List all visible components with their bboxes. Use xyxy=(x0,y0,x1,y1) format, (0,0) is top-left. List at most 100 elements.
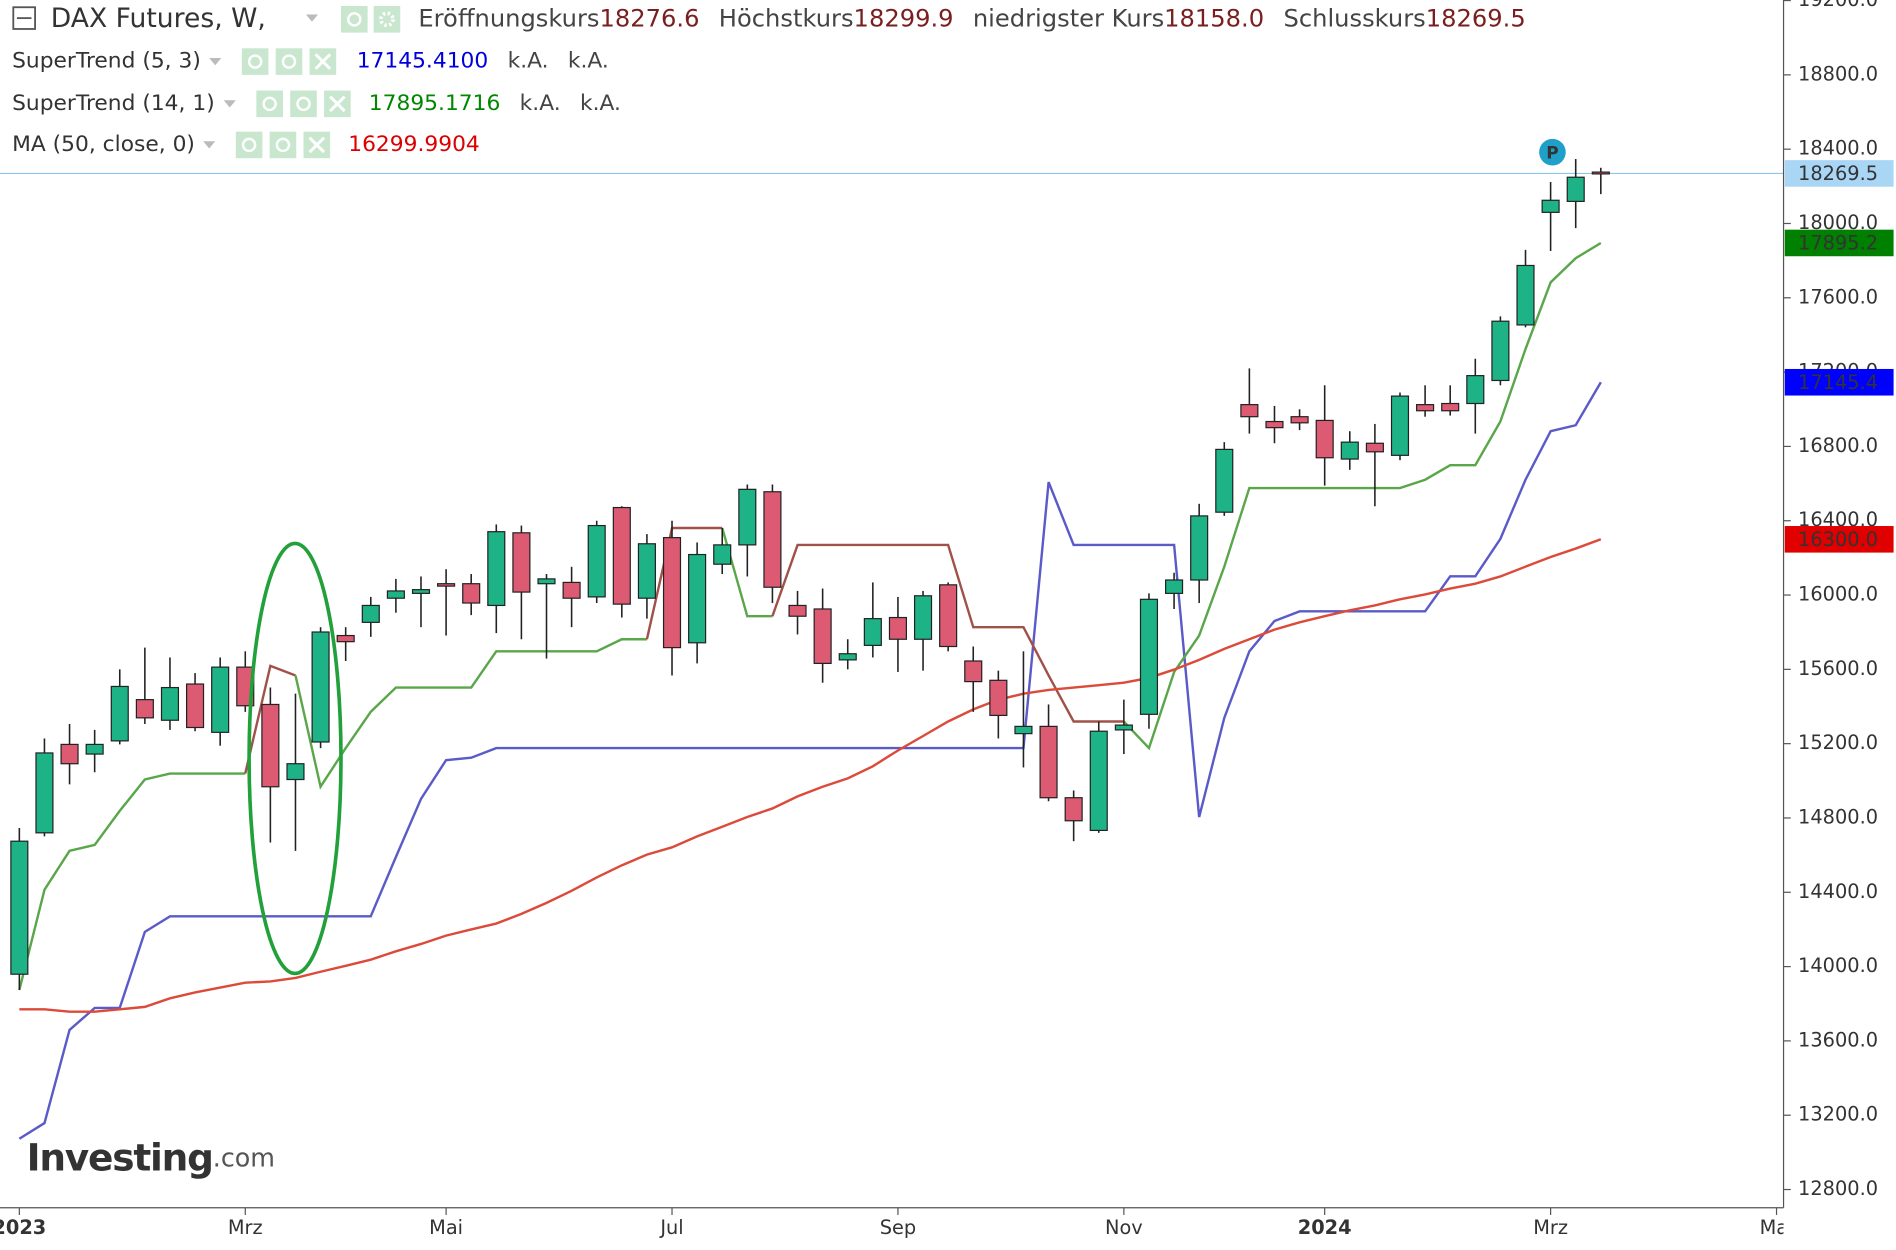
candle-body xyxy=(1014,725,1033,735)
y-axis-panel xyxy=(1783,0,1896,1250)
candle-body xyxy=(1390,395,1410,456)
y-tick-label: 14000.0 xyxy=(1798,954,1878,977)
candle-body xyxy=(336,634,355,643)
dropdown-icon[interactable] xyxy=(305,14,319,22)
indicator-line xyxy=(645,526,723,640)
dropdown-icon[interactable] xyxy=(209,57,222,66)
x-tick-label: Mai xyxy=(1760,1216,1794,1239)
settings-icon[interactable] xyxy=(269,131,297,159)
ohlc-readout: Eröffnungskurs18276.6 Höchstkurs18299.9 ni… xyxy=(418,4,1525,32)
candle-body xyxy=(688,553,707,644)
candle-body xyxy=(487,531,506,607)
settings-icon-glyph xyxy=(281,54,297,69)
y-tick-label: 17600.0 xyxy=(1798,285,1878,308)
header: DAX Futures, W, Eröffnungskurs18276.6 Höc… xyxy=(12,3,1526,159)
candle-body xyxy=(562,581,581,599)
indicator-readout: 17145.4100 k.A. k.A. xyxy=(357,49,609,74)
candle-body xyxy=(110,685,129,742)
price-badge-label: 16300.0 xyxy=(1798,528,1878,551)
eye-icon[interactable] xyxy=(235,131,263,159)
ohlc-value: 18276.6 xyxy=(600,4,700,32)
eye-icon[interactable] xyxy=(256,90,283,118)
candle-body xyxy=(863,618,882,646)
candle-body xyxy=(1466,375,1485,405)
y-tick-label: 19200.0 xyxy=(1798,0,1878,11)
candle-body xyxy=(1215,448,1234,513)
candle-body xyxy=(1165,579,1184,594)
candle-body xyxy=(1591,171,1610,175)
x-tick-label: Sep xyxy=(880,1216,916,1239)
settings-icon[interactable] xyxy=(290,90,317,118)
indicator-line xyxy=(771,543,1124,723)
candle-body xyxy=(888,616,908,640)
candle-body xyxy=(662,537,682,649)
candle-body xyxy=(1139,598,1159,715)
plot-area: P xyxy=(0,138,1784,1140)
x-tick-label: Mrz xyxy=(228,1216,263,1239)
watermark-brand: Investing.com xyxy=(27,1135,275,1179)
y-tick-label: 13600.0 xyxy=(1798,1028,1878,1051)
candle-body xyxy=(964,660,983,683)
indicator-extra: k.A. xyxy=(520,91,561,116)
candle-body xyxy=(989,679,1008,717)
x-tick-label: 2024 xyxy=(1298,1216,1352,1239)
candle-body xyxy=(361,604,380,623)
y-tick-label: 16400.0 xyxy=(1798,508,1878,531)
candle-body xyxy=(1240,404,1259,418)
settings-icon[interactable] xyxy=(275,48,303,75)
indicator-line xyxy=(18,772,246,991)
candle-body xyxy=(437,583,456,587)
candle-body xyxy=(1491,320,1510,382)
candle-body xyxy=(1541,199,1560,213)
price-badge-label: 17145.4 xyxy=(1798,371,1878,394)
x-axis-labels: 2023 Mrz Mai Jul Sep Nov 2024 Mrz Mai xyxy=(0,1207,1794,1239)
indicator-value: 16299.9904 xyxy=(348,132,480,157)
y-tick-label: 18800.0 xyxy=(1798,62,1878,85)
candle-body xyxy=(1265,420,1284,429)
candle-body xyxy=(1039,725,1058,799)
price-badge xyxy=(1784,526,1894,553)
price-badge-label: 18269.5 xyxy=(1798,162,1878,185)
candle-body xyxy=(211,666,230,733)
candle-body xyxy=(788,604,807,617)
settings-icon-glyph xyxy=(296,96,311,112)
candle-body xyxy=(913,595,933,640)
candle-body xyxy=(939,584,958,648)
indicator-name: MA (50, close, 0) xyxy=(12,132,195,157)
eye-icon-glyph xyxy=(262,96,277,112)
candle-body xyxy=(1114,724,1133,731)
dropdown-icon[interactable] xyxy=(223,100,236,108)
dropdown-icon[interactable] xyxy=(203,141,216,149)
candle-body xyxy=(713,544,732,565)
ohlc-value: 18158.0 xyxy=(1164,4,1264,32)
price-badge xyxy=(1784,160,1894,187)
price-badge-label: 17895.2 xyxy=(1798,232,1878,255)
candle-body xyxy=(512,532,531,593)
eye-icon[interactable] xyxy=(241,48,269,75)
candle-body xyxy=(1064,797,1083,822)
settings-icon[interactable] xyxy=(373,6,401,33)
eye-icon[interactable] xyxy=(340,6,368,33)
eye-icon-glyph xyxy=(247,54,263,69)
candle-body xyxy=(1290,416,1309,424)
candle-body xyxy=(286,763,305,781)
candle-body xyxy=(1315,419,1334,459)
candle-body xyxy=(60,743,79,765)
candle-body xyxy=(135,699,154,719)
event-marker[interactable] xyxy=(1539,138,1566,166)
watermark: Investing.com xyxy=(27,1135,275,1179)
y-tick-label: 16000.0 xyxy=(1798,583,1878,606)
settings-icon-glyph xyxy=(275,137,291,153)
remove-icon-glyph xyxy=(329,95,346,113)
y-tick-label: 15600.0 xyxy=(1798,657,1878,680)
eye-icon-glyph xyxy=(241,137,257,153)
price-badge xyxy=(1784,229,1894,257)
chart-title: DAX Futures, W, xyxy=(51,3,266,34)
candle-body xyxy=(185,683,205,729)
candle-body xyxy=(160,686,180,721)
indicator-line xyxy=(18,381,1602,1140)
y-tick-label: 13200.0 xyxy=(1798,1103,1878,1126)
x-tick-label: 2023 xyxy=(0,1216,46,1239)
indicator-name: SuperTrend (5, 3) xyxy=(12,49,201,74)
x-tick-label: Mai xyxy=(429,1216,463,1239)
